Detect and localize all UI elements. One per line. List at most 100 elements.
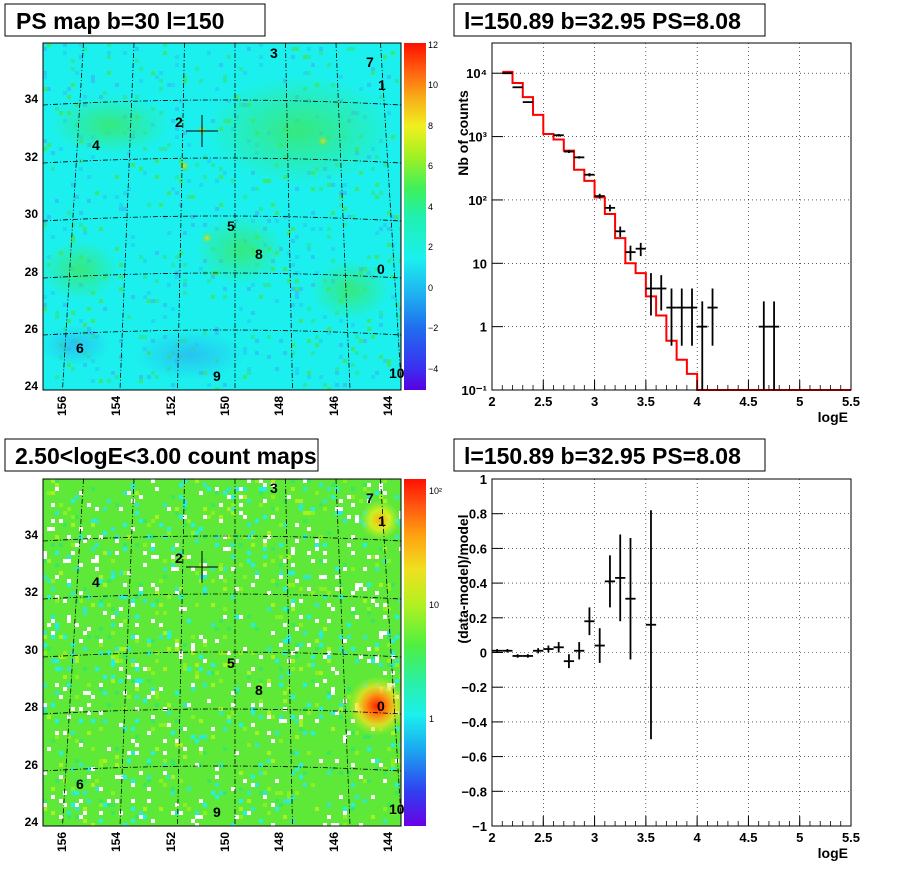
map-pixel xyxy=(191,715,195,719)
map-pixel xyxy=(55,659,59,663)
map-pixel xyxy=(335,711,339,715)
map-pixel xyxy=(99,643,103,647)
map-pixel xyxy=(195,327,199,331)
map-pixel xyxy=(131,599,135,603)
map-pixel xyxy=(251,623,255,627)
map-pixel xyxy=(79,55,83,59)
map-pixel xyxy=(151,319,155,323)
map-pixel xyxy=(291,227,295,231)
map-pixel xyxy=(163,723,167,727)
map-pixel xyxy=(131,663,135,667)
map-pixel xyxy=(235,47,239,51)
map-pixel xyxy=(319,187,323,191)
y-tick-label: −0.4 xyxy=(461,715,487,730)
map-pixel xyxy=(227,547,231,551)
map-pixel xyxy=(355,519,359,523)
map-pixel xyxy=(379,631,383,635)
map-pixel xyxy=(59,667,63,671)
map-pixel xyxy=(247,799,251,803)
map-pixel xyxy=(323,499,327,503)
map-pixel xyxy=(335,759,339,763)
map-pixel xyxy=(43,683,47,687)
map-pixel xyxy=(123,775,127,779)
map-pixel xyxy=(191,635,195,639)
map-pixel xyxy=(207,279,211,283)
map-pixel xyxy=(283,719,287,723)
map-pixel xyxy=(295,235,299,239)
map-pixel xyxy=(179,251,183,255)
map-pixel xyxy=(47,559,51,563)
map-pixel xyxy=(307,55,311,59)
map-pixel xyxy=(115,83,119,87)
spectrum-panel: l=150.89 b=32.95 PS=8.08 2 2.5 3 3.5 4 4.5 5 5.… xyxy=(453,3,860,425)
y-tick-label: 30 xyxy=(25,207,39,221)
map-pixel xyxy=(111,811,115,815)
map-pixel xyxy=(375,767,379,771)
y-tick-label: 0.8 xyxy=(469,507,487,522)
map-pixel xyxy=(159,55,163,59)
map-pixel xyxy=(43,803,47,807)
map-pixel xyxy=(387,635,391,639)
map-pixel xyxy=(115,371,119,375)
map-pixel xyxy=(303,71,307,75)
count-map-colorbar-ticks: 10² 10 1 xyxy=(429,486,442,724)
map-pixel xyxy=(99,227,103,231)
map-pixel xyxy=(235,615,239,619)
map-pixel xyxy=(191,643,195,647)
map-pixel xyxy=(399,259,401,263)
map-pixel xyxy=(259,763,263,767)
map-pixel xyxy=(131,779,135,783)
map-pixel xyxy=(223,651,227,655)
map-pixel xyxy=(155,375,159,379)
map-pixel xyxy=(75,543,79,547)
map-pixel xyxy=(79,527,83,531)
map-pixel xyxy=(307,575,311,579)
map-pixel xyxy=(295,523,299,527)
map-pixel xyxy=(323,195,327,199)
map-pixel xyxy=(95,667,99,671)
map-pixel xyxy=(287,671,291,675)
map-pixel xyxy=(135,595,139,599)
map-pixel xyxy=(315,311,319,315)
map-pixel xyxy=(247,287,251,291)
map-pixel xyxy=(151,583,155,587)
map-pixel xyxy=(127,759,131,763)
map-pixel xyxy=(79,323,83,327)
map-pixel xyxy=(83,227,87,231)
map-pixel xyxy=(395,215,399,219)
map-pixel xyxy=(391,107,395,111)
map-pixel xyxy=(127,315,131,319)
map-pixel xyxy=(295,371,299,375)
map-pixel xyxy=(135,667,139,671)
map-pixel xyxy=(359,823,363,826)
map-pixel xyxy=(267,183,271,187)
map-pixel xyxy=(343,811,347,815)
map-pixel xyxy=(239,67,243,71)
map-pixel xyxy=(299,727,303,731)
map-pixel xyxy=(191,647,195,651)
map-pixel xyxy=(51,167,55,171)
map-pixel xyxy=(87,307,91,311)
map-pixel xyxy=(215,183,219,187)
map-pixel xyxy=(295,279,299,283)
data-point xyxy=(512,86,523,89)
map-pixel xyxy=(163,215,167,219)
map-pixel xyxy=(371,191,375,195)
map-pixel xyxy=(343,651,347,655)
map-pixel xyxy=(83,819,87,823)
map-pixel xyxy=(283,271,287,275)
map-pixel xyxy=(375,567,379,571)
source-label: 10 xyxy=(389,365,405,381)
map-pixel xyxy=(79,599,83,603)
map-pixel xyxy=(159,579,163,583)
longitude-line xyxy=(380,479,401,825)
map-pixel xyxy=(227,327,231,331)
map-pixel xyxy=(363,483,367,487)
map-pixel xyxy=(251,703,255,707)
residual-point xyxy=(604,555,616,608)
map-pixel xyxy=(183,523,187,527)
map-pixel xyxy=(323,315,327,319)
map-pixel xyxy=(279,555,283,559)
map-pixel xyxy=(139,771,143,775)
map-pixel xyxy=(127,187,131,191)
